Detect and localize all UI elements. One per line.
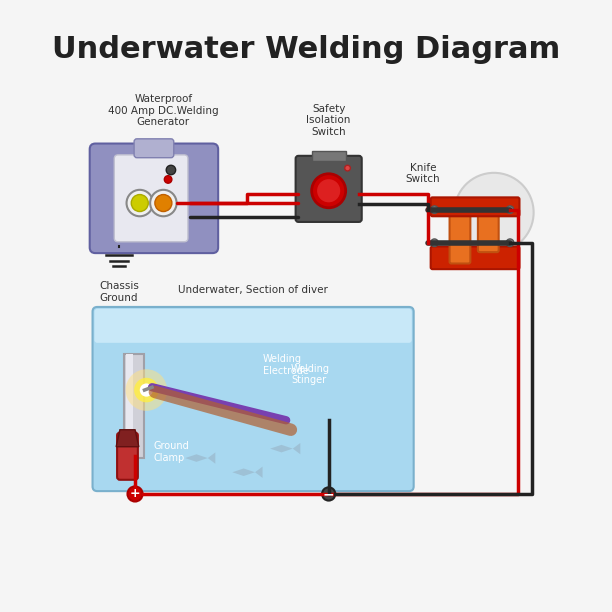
FancyBboxPatch shape <box>431 247 520 269</box>
FancyBboxPatch shape <box>92 307 414 491</box>
Polygon shape <box>116 430 139 447</box>
FancyBboxPatch shape <box>114 155 188 242</box>
Circle shape <box>150 190 177 216</box>
Text: Safety
Isolation
Switch: Safety Isolation Switch <box>307 103 351 137</box>
Circle shape <box>125 369 167 411</box>
FancyBboxPatch shape <box>431 198 520 216</box>
FancyBboxPatch shape <box>478 211 499 252</box>
Polygon shape <box>207 452 215 464</box>
Text: Underwater, Section of diver: Underwater, Section of diver <box>178 285 328 294</box>
Circle shape <box>166 165 176 174</box>
Polygon shape <box>270 445 293 452</box>
Circle shape <box>155 195 172 212</box>
Bar <box>125 354 133 458</box>
Bar <box>124 354 144 458</box>
Circle shape <box>134 378 159 402</box>
Text: Chassis
Ground: Chassis Ground <box>99 282 139 303</box>
Text: +: + <box>130 488 140 501</box>
Text: Welding
Electrode: Welding Electrode <box>263 354 308 376</box>
FancyBboxPatch shape <box>94 309 412 343</box>
Polygon shape <box>185 454 207 462</box>
FancyBboxPatch shape <box>134 139 174 158</box>
Text: Underwater Welding Diagram: Underwater Welding Diagram <box>52 35 560 64</box>
Bar <box>312 151 346 160</box>
Circle shape <box>431 206 438 214</box>
Circle shape <box>140 384 153 397</box>
Polygon shape <box>233 468 255 476</box>
Circle shape <box>506 239 514 247</box>
Circle shape <box>431 239 438 247</box>
Text: Knife
Switch: Knife Switch <box>406 163 441 184</box>
Circle shape <box>454 173 534 252</box>
Circle shape <box>506 206 514 214</box>
Polygon shape <box>255 466 263 478</box>
FancyBboxPatch shape <box>117 433 138 480</box>
Circle shape <box>322 487 335 501</box>
Circle shape <box>316 179 341 203</box>
Circle shape <box>164 176 172 183</box>
Polygon shape <box>293 443 300 454</box>
Text: Waterproof
400 Amp DC.Welding
Generator: Waterproof 400 Amp DC.Welding Generator <box>108 94 218 127</box>
FancyBboxPatch shape <box>450 207 471 264</box>
FancyBboxPatch shape <box>296 156 362 222</box>
FancyBboxPatch shape <box>90 144 218 253</box>
Text: Welding
Stinger: Welding Stinger <box>291 364 330 385</box>
Circle shape <box>131 195 148 212</box>
Text: Ground
Clamp: Ground Clamp <box>154 441 190 463</box>
Circle shape <box>127 190 153 216</box>
Circle shape <box>312 174 346 207</box>
Circle shape <box>345 165 351 171</box>
Text: −: − <box>323 487 335 501</box>
Circle shape <box>127 487 143 501</box>
